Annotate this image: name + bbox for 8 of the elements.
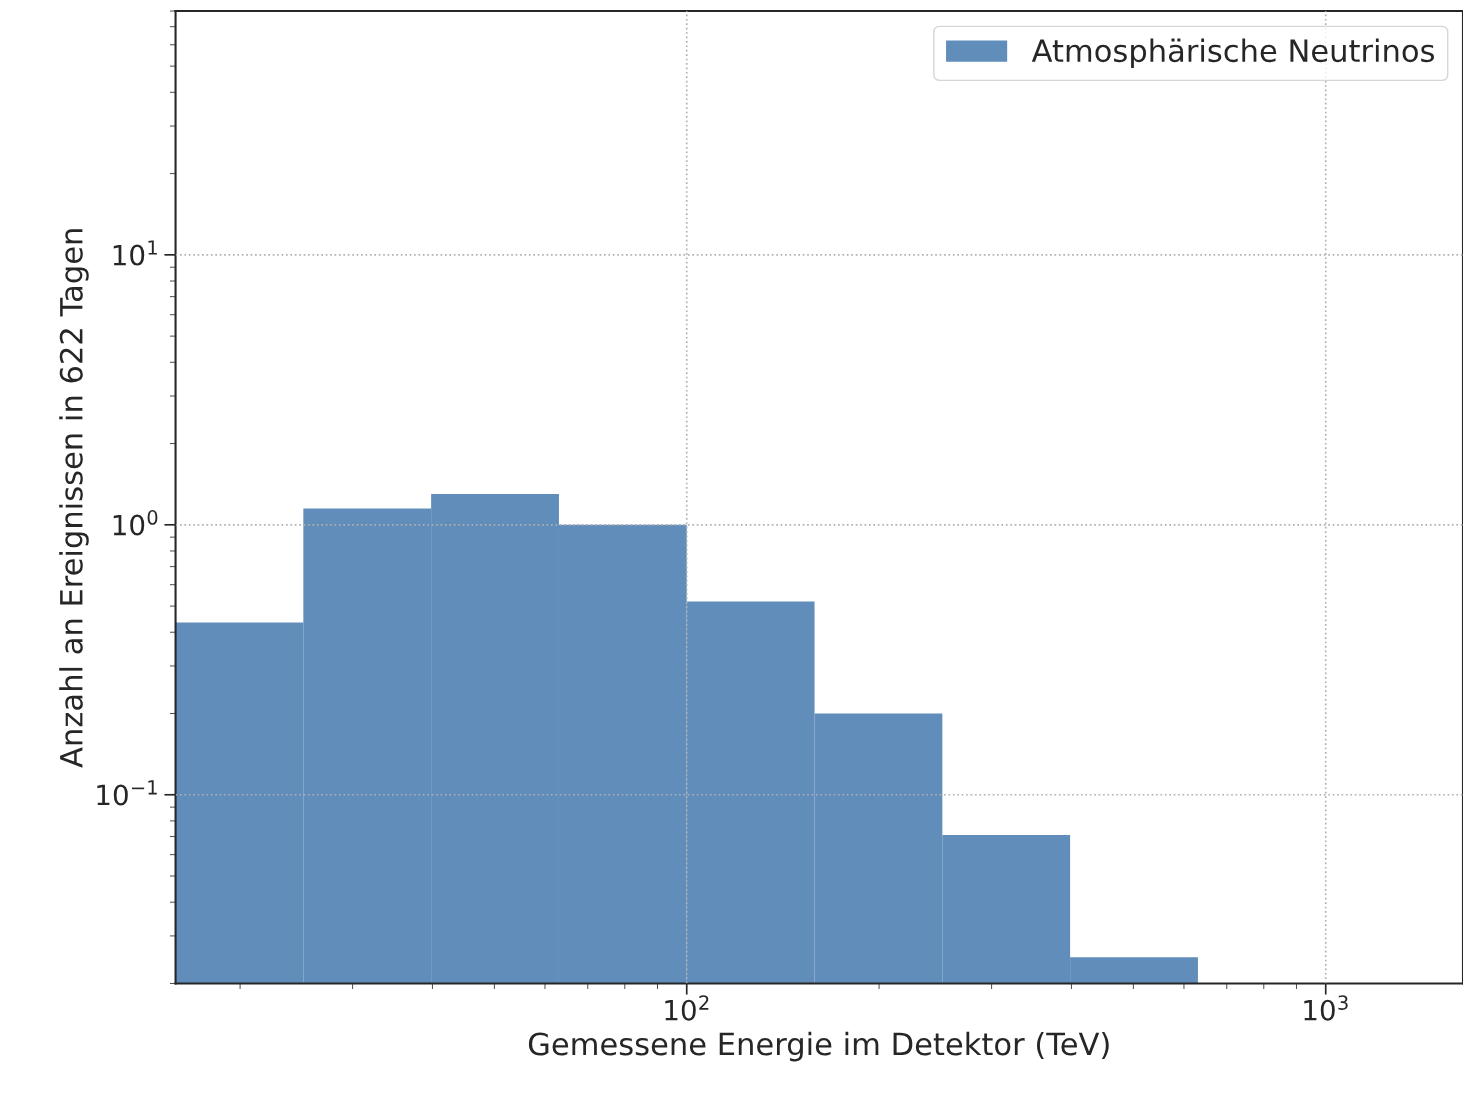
legend-label: Atmosphärische Neutrinos bbox=[1031, 38, 1435, 69]
x-axis-title: Gemessene Energie im Detektor (TeV) bbox=[528, 1031, 1109, 1062]
y-tick-label: 10$^{−1}$ bbox=[97, 780, 157, 806]
x-tick-label: 10$^{2}$ bbox=[665, 995, 709, 1021]
y-axis-title: Anzahl an Ereignissen in 622 Tagen bbox=[59, 229, 89, 768]
y-tick-label: 10$^{1}$ bbox=[113, 240, 157, 266]
x-tick-label: 10$^{3}$ bbox=[1304, 995, 1348, 1021]
y-tick-label: 10$^{0}$ bbox=[113, 510, 158, 536]
